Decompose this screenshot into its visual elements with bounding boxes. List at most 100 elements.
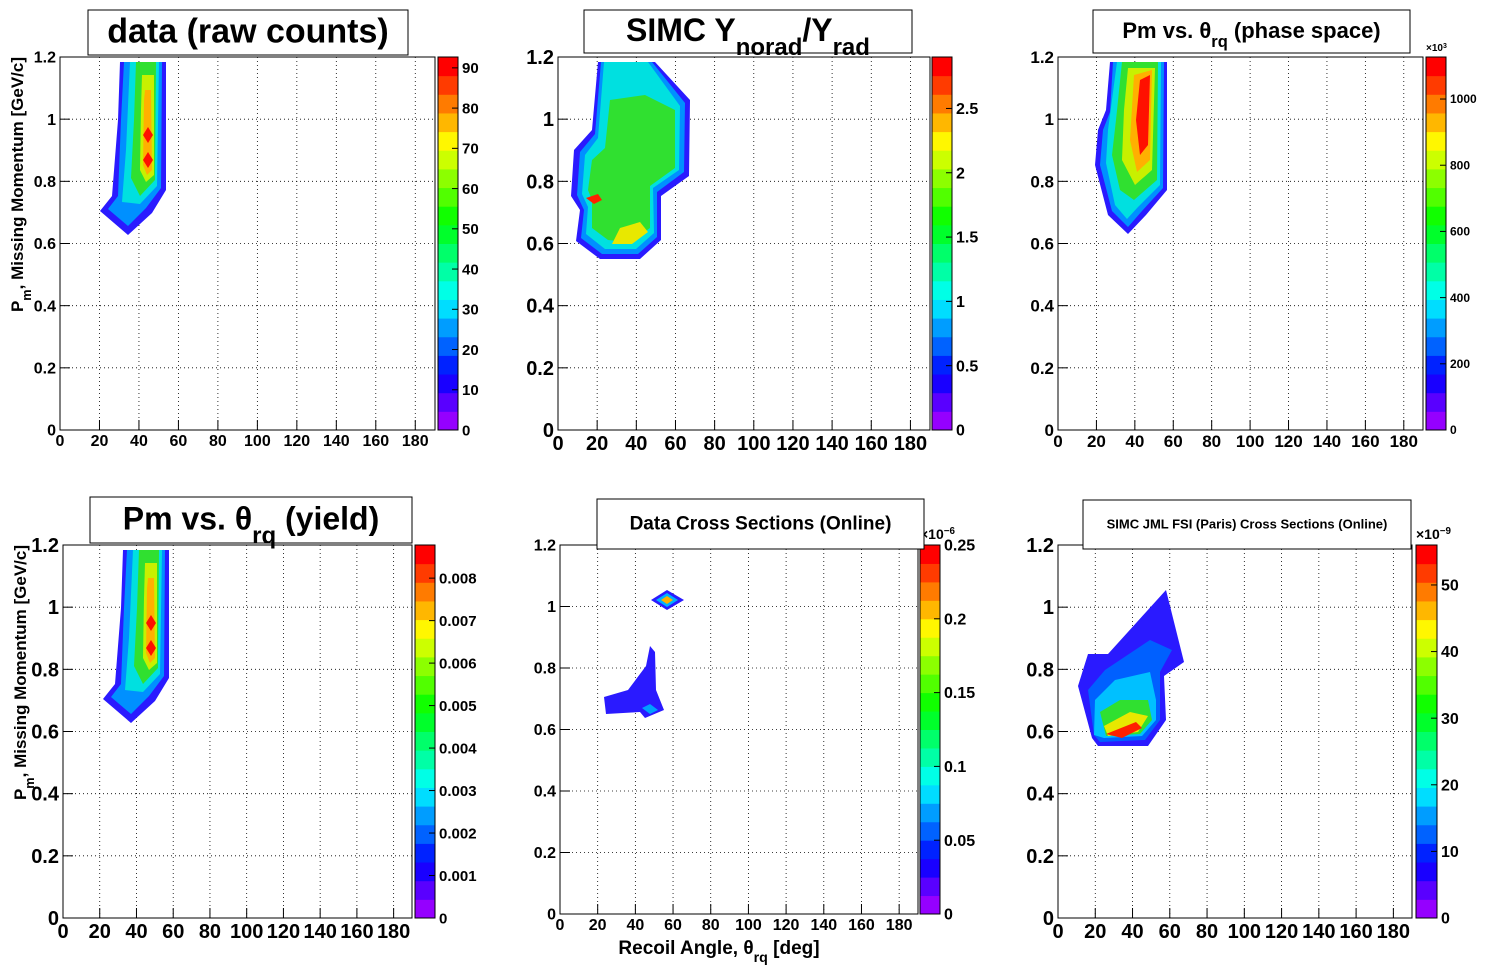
color-band <box>438 75 458 95</box>
text-part: −6 <box>944 526 956 537</box>
z-tick-label: 0.002 <box>439 825 477 842</box>
x-tick-label: 0 <box>1052 921 1063 943</box>
y-tick-label: 0 <box>543 420 554 442</box>
color-band <box>438 131 458 151</box>
contour-blob <box>604 590 684 718</box>
x-tick-label: 20 <box>89 921 111 943</box>
z-tick-label: 0.006 <box>439 655 477 672</box>
z-tick-label: 50 <box>1441 578 1459 595</box>
text-part: rq <box>1211 33 1228 51</box>
z-tick-label: 0.008 <box>439 570 477 587</box>
x-tick-label: 80 <box>199 921 221 943</box>
color-band <box>415 600 435 621</box>
z-tick-label: 70 <box>462 141 479 158</box>
y-tick-label: 1 <box>543 109 554 131</box>
chart-title: Data Cross Sections (Online) <box>630 514 892 535</box>
y-tick-label: 0.8 <box>1030 172 1054 191</box>
color-band <box>932 262 952 282</box>
color-band <box>932 336 952 356</box>
z-tick-label: 0.001 <box>439 868 477 885</box>
x-tick-label: 160 <box>848 917 875 934</box>
color-band <box>1426 374 1446 394</box>
color-band <box>1416 638 1437 658</box>
color-band <box>1426 318 1446 338</box>
x-tick-label: 140 <box>1302 921 1335 943</box>
z-tick-label: 60 <box>462 181 479 198</box>
y-tick-label: 0 <box>48 908 59 930</box>
color-band <box>932 392 952 412</box>
color-band <box>1426 299 1446 319</box>
color-band <box>415 582 435 602</box>
color-band <box>415 712 435 732</box>
color-band <box>438 112 458 133</box>
y-tick-label: 0.4 <box>34 298 56 315</box>
x-tick-label: 140 <box>1313 432 1341 451</box>
color-band <box>920 692 940 712</box>
color-band <box>920 711 940 730</box>
x-tick-label: 160 <box>1339 921 1372 943</box>
color-band <box>932 75 952 95</box>
x-tick-label: 0 <box>1053 432 1062 451</box>
color-band <box>932 355 952 375</box>
color-band <box>438 150 458 170</box>
color-band <box>1416 862 1437 882</box>
chart-title: Pm vs. θrq (phase space) <box>1122 18 1380 51</box>
x-tick-label: 20 <box>91 433 109 450</box>
y-tick-label: 1.2 <box>34 50 56 67</box>
color-band <box>1416 750 1437 770</box>
y-tick-label: 0.2 <box>1030 359 1054 378</box>
color-band <box>1426 206 1446 226</box>
x-tick-label: 80 <box>704 433 726 455</box>
z-tick-label: 20 <box>462 342 479 359</box>
color-band <box>932 57 952 77</box>
color-band <box>1426 224 1446 244</box>
color-band <box>1416 545 1437 565</box>
text-part: Recoil Angle, θ <box>618 938 753 959</box>
color-band <box>1426 131 1446 151</box>
y-tick-label: 0 <box>47 423 56 440</box>
x-tick-label: 100 <box>244 433 271 450</box>
contour-level <box>143 152 153 168</box>
color-band <box>1426 57 1446 77</box>
contour-fills <box>100 62 1184 746</box>
z-tick-label: 0 <box>439 910 447 927</box>
color-band <box>1416 675 1437 695</box>
color-band <box>920 637 940 657</box>
x-tick-label: 60 <box>1164 432 1183 451</box>
color-band <box>438 57 458 77</box>
y-axis-label: Pm, Missing Momentum [GeV/c] <box>11 545 37 800</box>
chart-title: Pm vs. θrq (yield) <box>123 501 379 550</box>
color-band <box>438 280 458 300</box>
y-tick-label: 1.2 <box>1030 48 1054 67</box>
color-band <box>920 821 940 841</box>
title-box <box>583 9 913 54</box>
text-part: , Missing Momentum [GeV/c] <box>8 57 27 289</box>
color-band <box>932 224 952 244</box>
text-part: SIMC Y <box>626 12 736 48</box>
x-tick-label: 160 <box>362 433 389 450</box>
z-tick-label: 0 <box>462 422 470 439</box>
color-band <box>1416 694 1437 714</box>
y-tick-label: 0.2 <box>31 846 59 868</box>
color-band <box>1416 582 1437 602</box>
color-band <box>415 731 435 751</box>
color-band <box>1426 75 1446 95</box>
text-part: m <box>22 777 37 788</box>
color-band <box>920 858 940 878</box>
x-tick-label: 20 <box>1084 921 1106 943</box>
color-band <box>1416 787 1437 807</box>
z-tick-label: 20 <box>1441 777 1459 794</box>
z-tick-label: 30 <box>462 302 479 319</box>
x-tick-label: 40 <box>125 921 147 943</box>
x-tick-label: 20 <box>589 917 607 934</box>
color-band <box>415 750 435 770</box>
color-band <box>1416 880 1437 900</box>
color-band <box>415 843 435 863</box>
contour-level <box>586 194 602 204</box>
color-band <box>438 336 458 356</box>
color-bar-frame <box>931 56 953 431</box>
contour-level <box>1136 75 1150 155</box>
text-part: ×10 <box>1426 43 1443 54</box>
x-tick-label: 120 <box>267 921 300 943</box>
